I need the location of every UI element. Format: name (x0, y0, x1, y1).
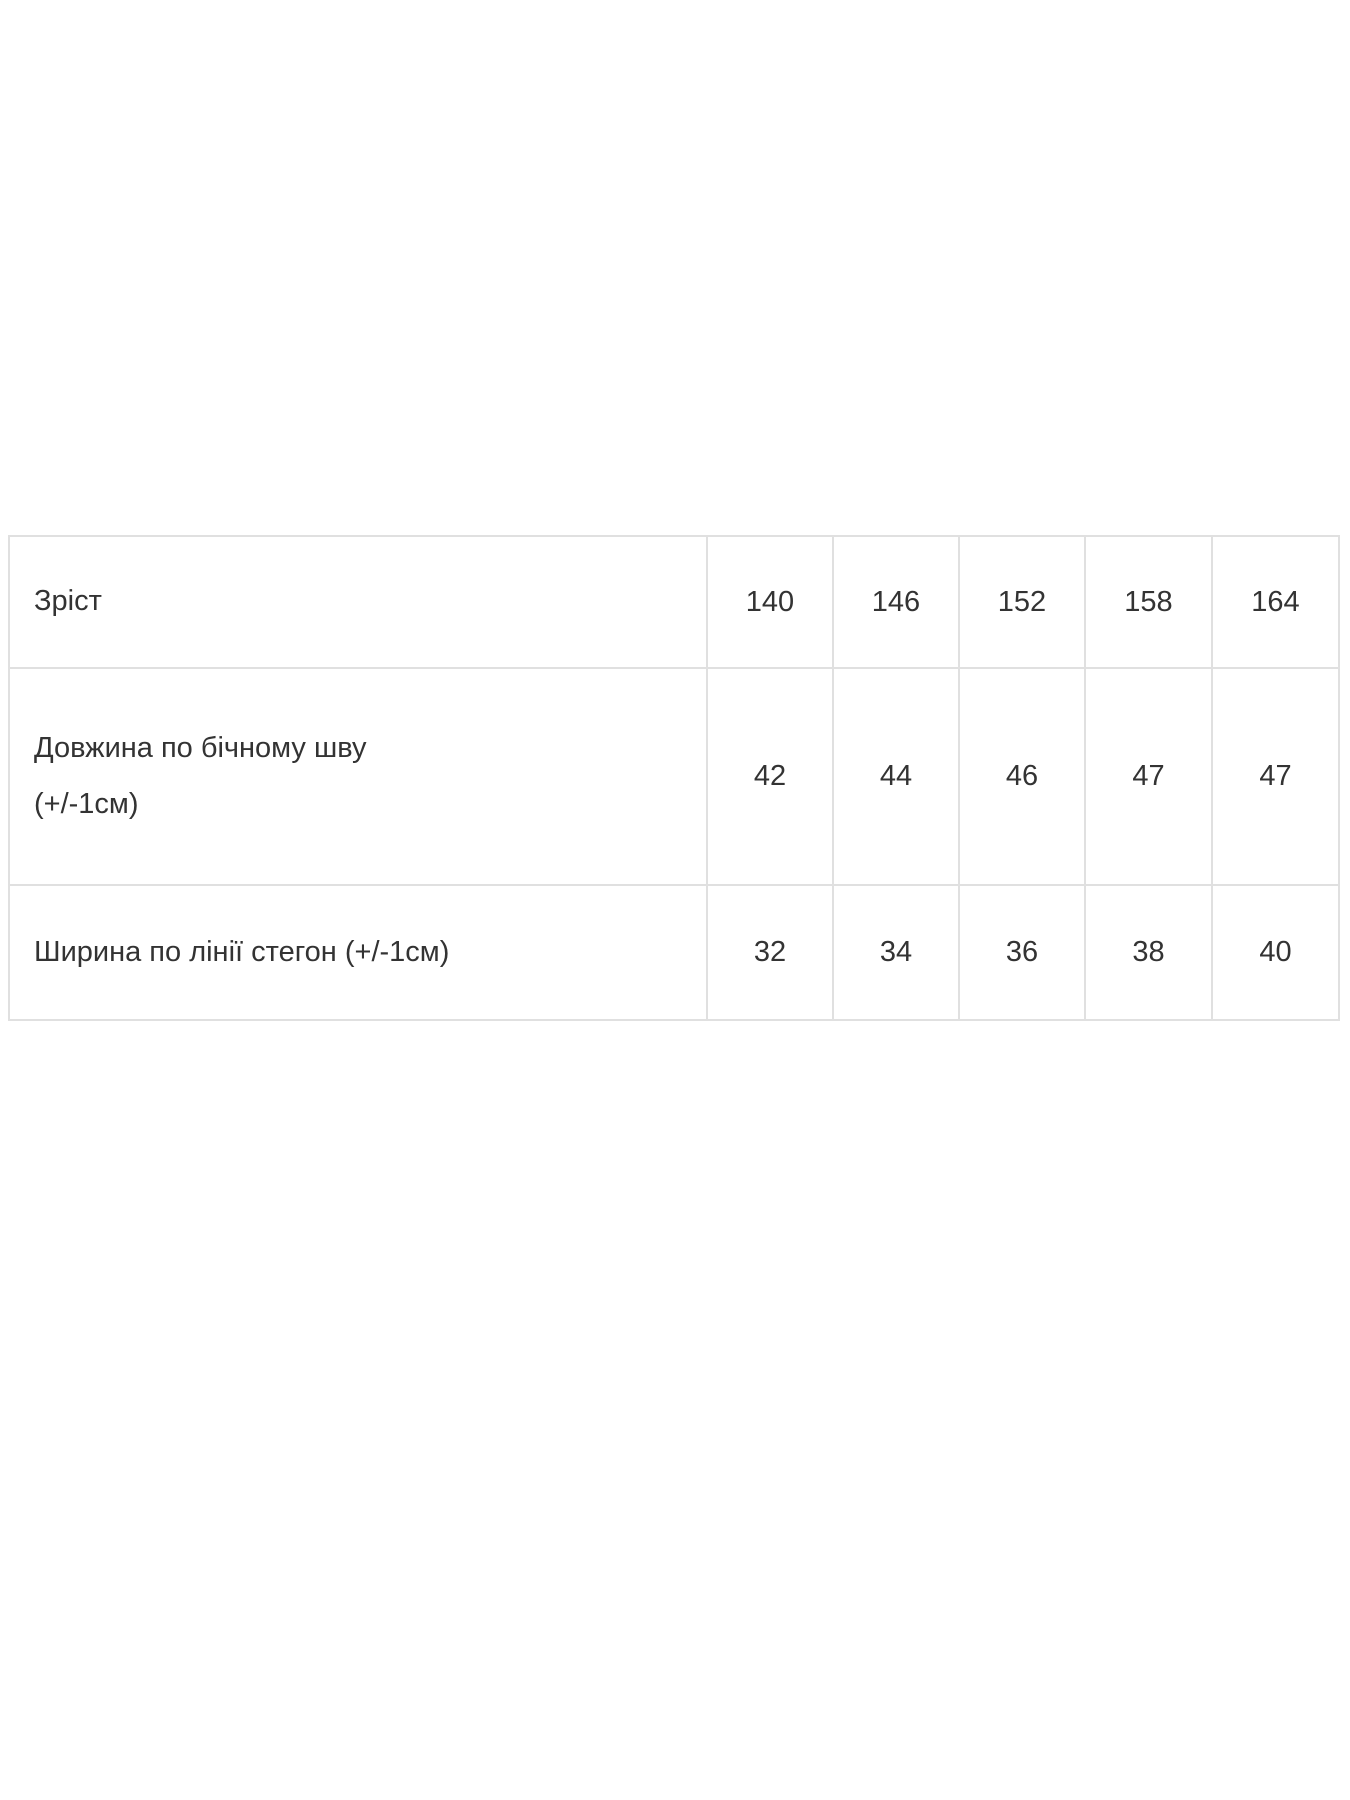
width-value-3: 36 (958, 884, 1086, 1021)
size-chart-table: Зріст 140 146 152 158 164 Довжина по біч… (8, 535, 1340, 1021)
length-value-3: 46 (958, 667, 1086, 886)
table-row-hip-width: Ширина по лінії стегон (+/-1см) 32 34 36… (8, 884, 1340, 1021)
width-value-2: 34 (832, 884, 960, 1021)
row-label-text: Зріст (34, 585, 102, 618)
length-value-4: 47 (1084, 667, 1213, 886)
height-value-140: 140 (706, 535, 834, 669)
height-value-146: 146 (832, 535, 960, 669)
table-row-height: Зріст 140 146 152 158 164 (8, 535, 1340, 669)
row-label-text-line2: (+/-1см) (34, 787, 139, 820)
width-value-1: 32 (706, 884, 834, 1021)
height-value-164: 164 (1211, 535, 1340, 669)
size-chart-section: Зріст 140 146 152 158 164 Довжина по біч… (8, 535, 1340, 1021)
row-label-height: Зріст (8, 535, 708, 669)
length-value-1: 42 (706, 667, 834, 886)
length-value-2: 44 (832, 667, 960, 886)
row-label-text: Ширина по лінії стегон (+/-1см) (34, 935, 450, 968)
row-label-text-line1: Довжина по бічному шву (34, 731, 367, 764)
row-label-hip-width: Ширина по лінії стегон (+/-1см) (8, 884, 708, 1021)
table-row-side-seam-length: Довжина по бічному шву (+/-1см) 42 44 46… (8, 667, 1340, 886)
length-value-5: 47 (1211, 667, 1340, 886)
height-value-158: 158 (1084, 535, 1213, 669)
height-value-152: 152 (958, 535, 1086, 669)
width-value-5: 40 (1211, 884, 1340, 1021)
width-value-4: 38 (1084, 884, 1213, 1021)
row-label-side-seam-length: Довжина по бічному шву (+/-1см) (8, 667, 708, 886)
